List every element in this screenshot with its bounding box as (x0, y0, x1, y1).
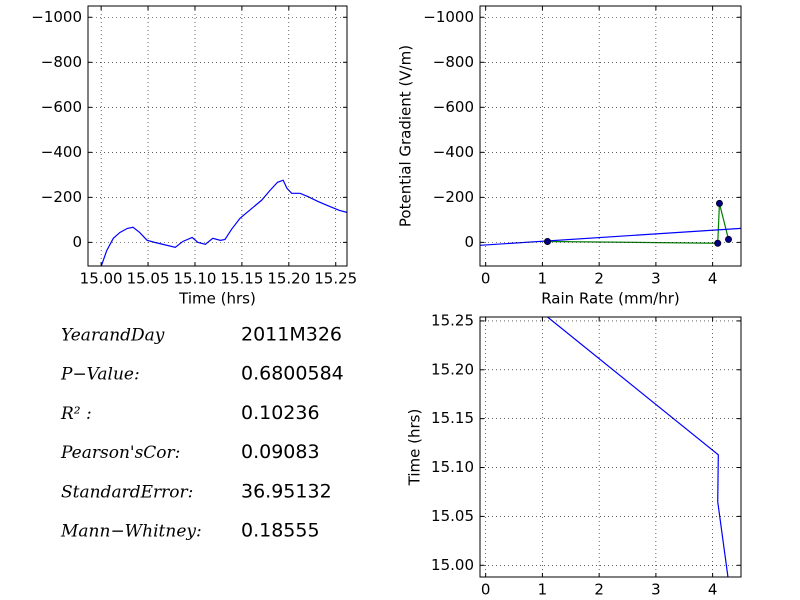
x-tick-label: 15.20 (267, 270, 310, 288)
data-point (725, 235, 733, 243)
y-tick-label: 0 (72, 233, 82, 251)
x-tick-label: 0 (481, 581, 491, 599)
x-tick-label: 2 (594, 270, 604, 288)
y-tick-label: −400 (41, 143, 82, 161)
y-tick-label: −800 (433, 53, 474, 71)
axes-frame (479, 5, 742, 267)
stat-label: Pearson'sCor: (60, 443, 180, 463)
axes-frame (87, 5, 348, 267)
stat-label: YearandDay (61, 326, 165, 346)
stat-label: P−Value: (60, 365, 140, 385)
stat-value: 0.09083 (241, 441, 320, 463)
stat-label: StandardError: (61, 482, 193, 502)
y-tick-label: 15.05 (431, 507, 474, 525)
x-tick-label: 4 (708, 270, 718, 288)
y-tick-label: −1000 (423, 8, 474, 26)
x-tick-label: 15.05 (127, 270, 170, 288)
axes-frame (479, 316, 742, 578)
y-axis-label: Time (hrs) (406, 409, 424, 487)
x-tick-label: 3 (651, 270, 661, 288)
y-tick-label: 15.10 (431, 458, 474, 476)
data-line (100, 179, 347, 266)
y-tick-label: −600 (41, 98, 82, 116)
stat-label: Mann−Whitney: (60, 522, 202, 542)
stat-value: 0.6800584 (241, 363, 344, 385)
y-tick-label: −200 (41, 188, 82, 206)
stat-value: 0.10236 (241, 402, 320, 424)
y-tick-label: 15.00 (431, 556, 474, 574)
x-tick-label: 15.25 (314, 270, 357, 288)
x-tick-label: 1 (538, 581, 548, 599)
x-tick-label: 2 (594, 581, 604, 599)
x-axis-label: Rain Rate (mm/hr) (541, 290, 680, 308)
data-point (714, 239, 722, 247)
x-tick-label: 3 (651, 581, 661, 599)
y-tick-label: 15.25 (431, 311, 474, 329)
y-tick-label: −800 (41, 53, 82, 71)
stat-value: 36.95132 (241, 480, 332, 502)
stat-value: 2011M326 (241, 324, 342, 346)
y-tick-label: 15.15 (431, 409, 474, 427)
x-tick-label: 4 (708, 581, 718, 599)
stat-value: 0.18555 (241, 520, 320, 542)
y-tick-label: 15.20 (431, 360, 474, 378)
x-tick-label: 15.00 (80, 270, 123, 288)
y-axis-label: Potential Gradient (V/m) (397, 45, 415, 227)
x-axis-label: Time (hrs) (178, 290, 256, 308)
y-tick-label: −1000 (31, 8, 82, 26)
x-tick-label: 15.10 (174, 270, 217, 288)
y-tick-label: −400 (433, 143, 474, 161)
x-tick-label: 15.15 (220, 270, 263, 288)
data-line (547, 317, 729, 577)
data-point (544, 237, 552, 245)
plot-area (100, 179, 347, 266)
stat-label: R² : (60, 404, 92, 424)
x-tick-label: 1 (538, 270, 548, 288)
y-tick-label: 0 (464, 233, 474, 251)
x-tick-label: 0 (481, 270, 491, 288)
plot-area (547, 317, 729, 577)
y-tick-label: −200 (433, 188, 474, 206)
data-point (715, 199, 723, 207)
data-line (480, 227, 741, 246)
y-tick-label: −600 (433, 98, 474, 116)
